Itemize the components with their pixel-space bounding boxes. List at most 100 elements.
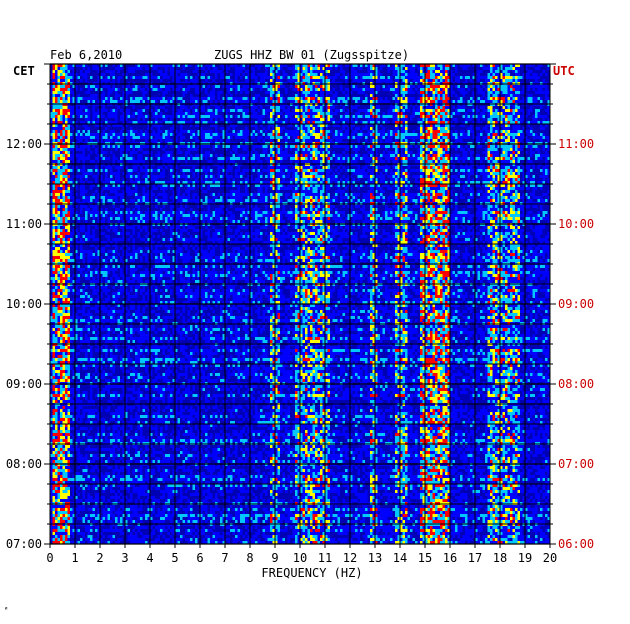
heatmap-cell xyxy=(57,157,60,160)
heatmap-cell xyxy=(67,70,70,73)
heatmap-cell xyxy=(165,109,168,112)
heatmap-cell xyxy=(387,151,390,154)
heatmap-cell xyxy=(147,124,150,127)
heatmap-cell xyxy=(290,85,293,88)
heatmap-cell xyxy=(195,106,198,109)
heatmap-cell xyxy=(302,118,305,121)
heatmap-cell xyxy=(237,115,240,118)
heatmap-cell xyxy=(310,76,313,79)
heatmap-cell xyxy=(427,136,430,139)
heatmap-cell xyxy=(142,76,145,79)
heatmap-cell xyxy=(357,88,360,91)
heatmap-cell xyxy=(345,130,348,133)
heatmap-cell xyxy=(265,130,268,133)
heatmap-cell xyxy=(322,127,325,130)
heatmap-cell xyxy=(232,85,235,88)
heatmap-cell xyxy=(517,76,520,79)
heatmap-cell xyxy=(412,139,415,142)
heatmap-cell xyxy=(487,166,490,169)
heatmap-cell xyxy=(480,76,483,79)
heatmap-cell xyxy=(412,64,415,67)
heatmap-cell xyxy=(347,169,350,172)
heatmap-cell xyxy=(400,70,403,73)
heatmap-cell xyxy=(280,64,283,67)
heatmap-cell xyxy=(435,106,438,109)
heatmap-cell xyxy=(157,115,160,118)
heatmap-cell xyxy=(112,124,115,127)
heatmap-cell xyxy=(105,76,108,79)
heatmap-cell xyxy=(210,109,213,112)
heatmap-cell xyxy=(110,130,113,133)
heatmap-cell xyxy=(470,115,473,118)
heatmap-cell xyxy=(120,109,123,112)
heatmap-cell xyxy=(227,121,230,124)
heatmap-cell xyxy=(412,169,415,172)
heatmap-cell xyxy=(425,118,428,121)
heatmap-cell xyxy=(100,100,103,103)
heatmap-cell xyxy=(182,64,185,67)
heatmap-cell xyxy=(322,166,325,169)
heatmap-cell xyxy=(435,88,438,91)
heatmap-cell xyxy=(357,79,360,82)
heatmap-cell xyxy=(62,64,65,67)
heatmap-cell xyxy=(332,79,335,82)
heatmap-cell xyxy=(162,157,165,160)
heatmap-cell xyxy=(357,166,360,169)
heatmap-cell xyxy=(440,136,443,139)
heatmap-cell xyxy=(495,91,498,94)
heatmap-cell xyxy=(195,124,198,127)
heatmap-cell xyxy=(232,154,235,157)
heatmap-cell xyxy=(420,73,423,76)
heatmap-cell xyxy=(470,166,473,169)
heatmap-cell xyxy=(192,109,195,112)
heatmap-cell xyxy=(440,145,443,148)
heatmap-cell xyxy=(87,100,90,103)
heatmap-cell xyxy=(425,169,428,172)
heatmap-cell xyxy=(432,94,435,97)
heatmap-cell xyxy=(110,109,113,112)
heatmap-cell xyxy=(180,130,183,133)
heatmap-cell xyxy=(222,169,225,172)
heatmap-cell xyxy=(80,148,83,151)
heatmap-cell xyxy=(72,169,75,172)
heatmap-cell xyxy=(117,100,120,103)
heatmap-cell xyxy=(235,148,238,151)
heatmap-cell xyxy=(532,85,535,88)
heatmap-cell xyxy=(255,112,258,115)
heatmap-cell xyxy=(55,112,58,115)
heatmap-cell xyxy=(505,85,508,88)
heatmap-cell xyxy=(262,154,265,157)
heatmap-cell xyxy=(82,112,85,115)
heatmap-cell xyxy=(355,97,358,100)
heatmap-cell xyxy=(292,133,295,136)
heatmap-cell xyxy=(270,91,273,94)
heatmap-cell xyxy=(482,127,485,130)
heatmap-cell xyxy=(340,115,343,118)
heatmap-cell xyxy=(520,136,523,139)
heatmap-cell xyxy=(437,67,440,70)
heatmap-cell xyxy=(140,115,143,118)
heatmap-cell xyxy=(240,88,243,91)
heatmap-cell xyxy=(310,115,313,118)
heatmap-cell xyxy=(332,145,335,148)
heatmap-cell xyxy=(335,109,338,112)
heatmap-cell xyxy=(110,121,113,124)
heatmap-cell xyxy=(57,112,60,115)
heatmap-cell xyxy=(180,109,183,112)
heatmap-cell xyxy=(382,166,385,169)
heatmap-cell xyxy=(95,157,98,160)
heatmap-cell xyxy=(440,76,443,79)
heatmap-cell xyxy=(115,157,118,160)
heatmap-cell xyxy=(175,115,178,118)
heatmap-cell xyxy=(130,67,133,70)
heatmap-cell xyxy=(55,85,58,88)
heatmap-cell xyxy=(495,67,498,70)
heatmap-cell xyxy=(332,94,335,97)
heatmap-cell xyxy=(440,115,443,118)
heatmap-cell xyxy=(227,100,230,103)
heatmap-cell xyxy=(65,157,68,160)
heatmap-cell xyxy=(450,91,453,94)
heatmap-cell xyxy=(392,133,395,136)
heatmap-cell xyxy=(285,148,288,151)
heatmap-cell xyxy=(452,133,455,136)
